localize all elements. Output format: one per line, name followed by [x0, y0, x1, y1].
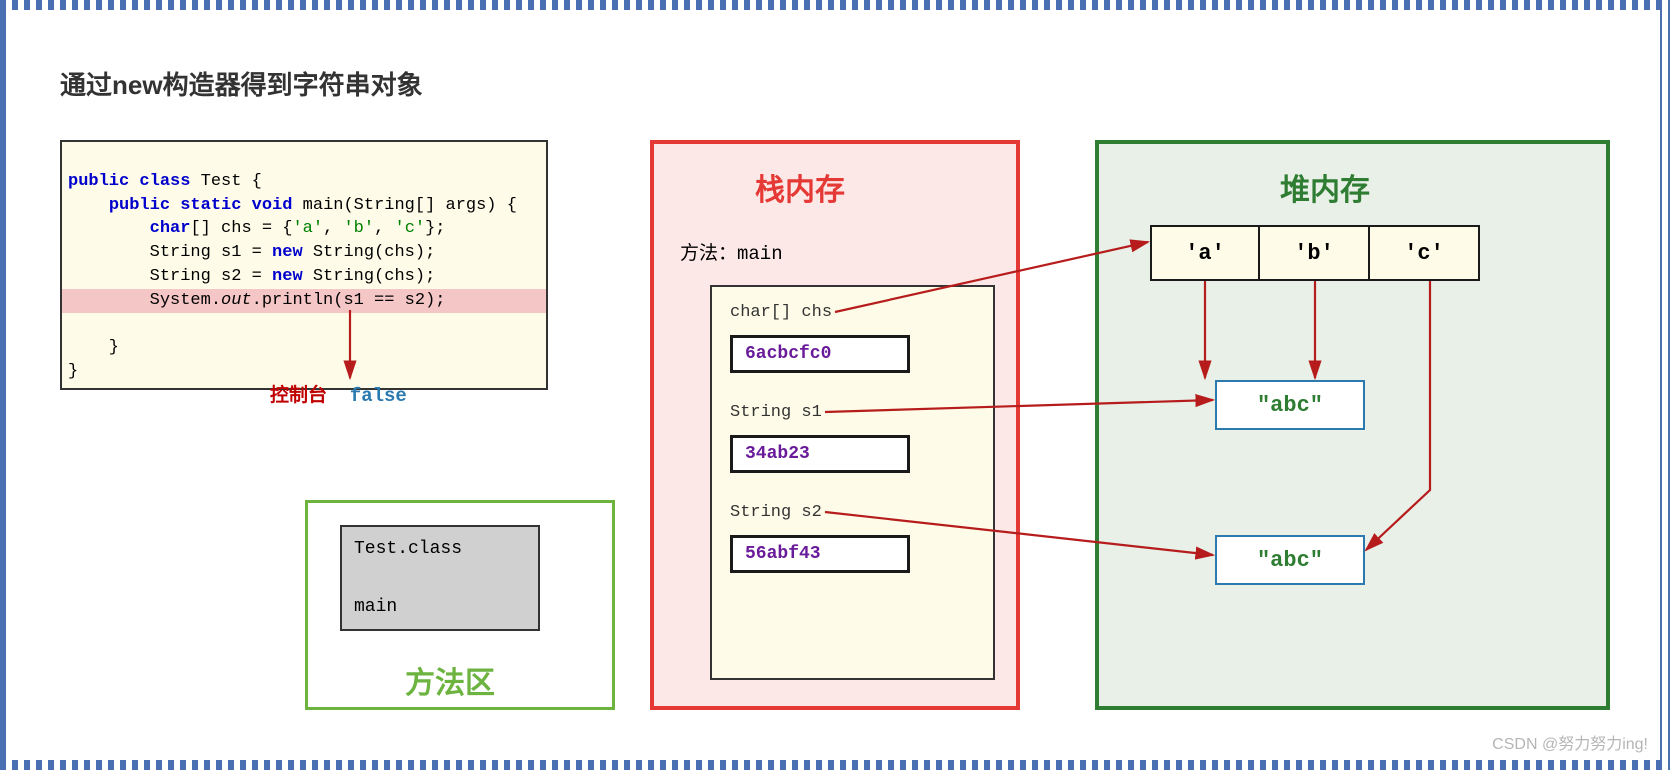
- stack-label: 栈内存: [755, 165, 845, 209]
- code-block: public class Test { public static void m…: [60, 140, 548, 390]
- code-text: .println(s1 == s2);: [252, 291, 446, 310]
- class-line: main: [354, 597, 397, 617]
- striped-frame: 通过new构造器得到字符串对象 public class Test { publ…: [0, 0, 1670, 770]
- code-text: main(String[] args) {: [292, 196, 516, 215]
- var-chs-addr: 6acbcfc0: [730, 335, 910, 373]
- class-box: Test.class main: [340, 525, 540, 631]
- code-text: String(chs);: [303, 243, 436, 262]
- char-cell-a: 'a': [1150, 225, 1260, 281]
- var-s2-addr: 56abf43: [730, 535, 910, 573]
- kw: public: [68, 172, 129, 191]
- kw: static: [180, 196, 241, 215]
- stack-method-label: 方法：main: [680, 238, 783, 265]
- char-array: 'a' 'b' 'c': [1150, 225, 1480, 281]
- console-label: 控制台: [270, 385, 327, 407]
- string-obj-1: "abc": [1215, 380, 1365, 430]
- var-s1-label: String s1: [730, 403, 822, 422]
- char-cell-b: 'b': [1260, 225, 1370, 281]
- out-field: out: [221, 291, 252, 310]
- kw: class: [139, 172, 190, 191]
- var-chs-label: char[] chs: [730, 303, 832, 322]
- kw: void: [252, 196, 293, 215]
- string-obj-2: "abc": [1215, 535, 1365, 585]
- code-text: System.: [68, 291, 221, 310]
- heap-label: 堆内存: [1280, 165, 1370, 209]
- code-text: String s1 =: [68, 243, 272, 262]
- code-text: String s2 =: [68, 267, 272, 286]
- console-output: 控制台 false: [270, 380, 407, 407]
- var-s1-addr: 34ab23: [730, 435, 910, 473]
- char-cell-c: 'c': [1370, 225, 1480, 281]
- page-title: 通过new构造器得到字符串对象: [60, 65, 423, 102]
- kw: new: [272, 243, 303, 262]
- code-text: }: [68, 338, 119, 357]
- char-lit: 'b': [343, 219, 374, 238]
- char-lit: 'c': [395, 219, 426, 238]
- code-text: [] chs = {: [190, 219, 292, 238]
- code-text: String(chs);: [303, 267, 436, 286]
- kw: public: [109, 196, 170, 215]
- kw: char: [150, 219, 191, 238]
- var-s2-label: String s2: [730, 503, 822, 522]
- char-lit: 'a': [292, 219, 323, 238]
- watermark: CSDN @努力努力ing!: [1492, 730, 1648, 754]
- method-area-label: 方法区: [405, 658, 495, 702]
- canvas: 通过new构造器得到字符串对象 public class Test { publ…: [10, 10, 1660, 760]
- code-text: };: [425, 219, 445, 238]
- class-line: Test.class: [354, 539, 462, 559]
- kw: new: [272, 267, 303, 286]
- console-value: false: [350, 385, 407, 407]
- code-text: Test {: [190, 172, 261, 191]
- code-text: }: [68, 362, 78, 381]
